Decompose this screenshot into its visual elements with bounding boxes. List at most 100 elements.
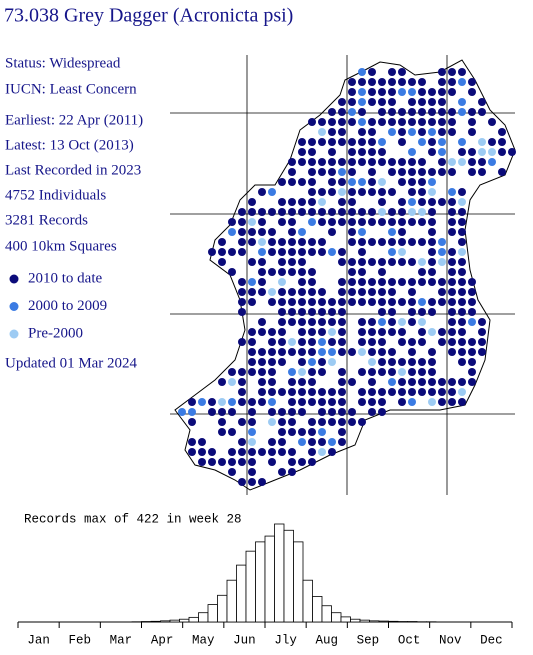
record-dot bbox=[238, 448, 246, 456]
record-dot bbox=[368, 68, 376, 76]
record-dot bbox=[298, 148, 306, 156]
record-dot bbox=[438, 338, 446, 346]
record-dot bbox=[448, 218, 456, 226]
record-dot bbox=[278, 438, 286, 446]
record-dot bbox=[268, 358, 276, 366]
record-dot bbox=[328, 158, 336, 166]
record-dot bbox=[248, 348, 256, 356]
record-dot bbox=[208, 448, 216, 456]
map bbox=[170, 55, 516, 495]
record-dot bbox=[258, 368, 266, 376]
record-dot bbox=[378, 198, 386, 206]
record-dot bbox=[398, 258, 406, 266]
record-dot bbox=[228, 268, 236, 276]
record-dot bbox=[358, 388, 366, 396]
record-dot bbox=[388, 168, 396, 176]
record-dot bbox=[398, 238, 406, 246]
record-dot bbox=[298, 328, 306, 336]
record-dot bbox=[248, 288, 256, 296]
record-dot bbox=[278, 248, 286, 256]
record-dot bbox=[268, 298, 276, 306]
record-dot bbox=[308, 368, 316, 376]
record-dot bbox=[258, 188, 266, 196]
record-dot bbox=[438, 138, 446, 146]
record-dot bbox=[338, 118, 346, 126]
record-dot bbox=[428, 398, 436, 406]
record-dot bbox=[308, 208, 316, 216]
record-dot bbox=[188, 398, 196, 406]
record-dot bbox=[268, 338, 276, 346]
info-line: 3281 Records bbox=[5, 212, 88, 228]
record-dot bbox=[278, 318, 286, 326]
record-dot bbox=[248, 198, 256, 206]
record-dot bbox=[318, 368, 326, 376]
record-dot bbox=[368, 188, 376, 196]
record-dot bbox=[438, 78, 446, 86]
record-dot bbox=[358, 148, 366, 156]
record-dot bbox=[488, 118, 496, 126]
record-dot bbox=[298, 388, 306, 396]
record-dot bbox=[318, 238, 326, 246]
record-dot bbox=[458, 358, 466, 366]
info: Status: Widespread IUCN: Least Concern Ear… bbox=[5, 55, 143, 254]
record-dot bbox=[288, 168, 296, 176]
record-dot bbox=[338, 218, 346, 226]
record-dot bbox=[268, 268, 276, 276]
record-dot bbox=[338, 208, 346, 216]
record-dot bbox=[218, 408, 226, 416]
record-dot bbox=[318, 438, 326, 446]
record-dot bbox=[338, 318, 346, 326]
record-dot bbox=[278, 208, 286, 216]
record-dot bbox=[468, 308, 476, 316]
record-dot bbox=[398, 338, 406, 346]
record-dot bbox=[288, 228, 296, 236]
record-dot bbox=[398, 358, 406, 366]
record-dot bbox=[238, 278, 246, 286]
record-dot bbox=[418, 158, 426, 166]
record-dot bbox=[408, 168, 416, 176]
record-dot bbox=[298, 458, 306, 466]
bar bbox=[283, 529, 294, 623]
record-dot bbox=[228, 378, 236, 386]
record-dot bbox=[278, 408, 286, 416]
record-dot bbox=[308, 148, 316, 156]
record-dot bbox=[408, 338, 416, 346]
record-dot bbox=[278, 218, 286, 226]
record-dot bbox=[338, 418, 346, 426]
record-dot bbox=[428, 208, 436, 216]
record-dot bbox=[358, 318, 366, 326]
record-dot bbox=[468, 358, 476, 366]
record-dot bbox=[438, 248, 446, 256]
record-dot bbox=[398, 158, 406, 166]
record-dot bbox=[308, 158, 316, 166]
record-dot bbox=[298, 408, 306, 416]
record-dot bbox=[238, 338, 246, 346]
record-dot bbox=[298, 208, 306, 216]
record-dot bbox=[428, 248, 436, 256]
record-dot bbox=[458, 318, 466, 326]
record-dot bbox=[258, 258, 266, 266]
record-dot bbox=[398, 208, 406, 216]
record-dot bbox=[468, 298, 476, 306]
record-dot bbox=[308, 348, 316, 356]
record-dot bbox=[418, 328, 426, 336]
record-dot bbox=[298, 398, 306, 406]
record-dot bbox=[448, 248, 456, 256]
record-dot bbox=[368, 118, 376, 126]
record-dot bbox=[428, 278, 436, 286]
record-dot bbox=[408, 158, 416, 166]
record-dot bbox=[418, 118, 426, 126]
record-dot bbox=[408, 258, 416, 266]
record-dot bbox=[328, 168, 336, 176]
record-dot bbox=[398, 88, 406, 96]
record-dot bbox=[358, 228, 366, 236]
record-dot bbox=[458, 288, 466, 296]
record-dot bbox=[438, 88, 446, 96]
record-dot bbox=[398, 318, 406, 326]
record-dot bbox=[478, 338, 486, 346]
x-tick-label: Jan bbox=[27, 633, 50, 647]
record-dot bbox=[388, 258, 396, 266]
record-dot bbox=[378, 338, 386, 346]
record-dot bbox=[328, 388, 336, 396]
